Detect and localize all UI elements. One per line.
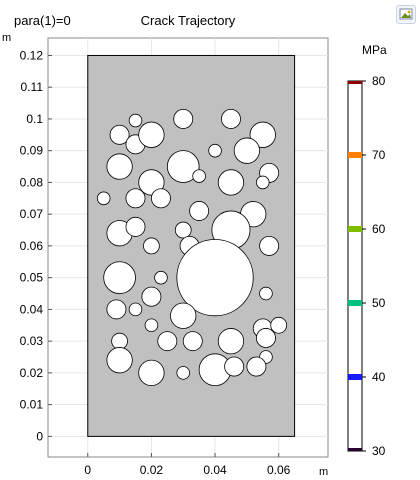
- hole-circle: [158, 332, 177, 351]
- colorbar-tick-label: 40: [372, 370, 386, 384]
- hole-circle: [190, 201, 209, 220]
- colorbar-band: [348, 448, 362, 451]
- x-tick-label: 0.02: [140, 463, 164, 477]
- hole-circle: [256, 328, 275, 347]
- y-axis: 0 0.01 0.02 0.03 0.04 0.05 0.06 0.07 0.08 0.09 0.1…: [20, 48, 52, 443]
- y-tick-label: 0.04: [20, 302, 44, 316]
- hole-circle: [129, 303, 142, 316]
- hole-circle: [143, 238, 159, 254]
- hole-circle: [177, 367, 190, 380]
- colorbar-frame: [348, 81, 362, 451]
- colorbar-tick-label: 80: [372, 74, 386, 88]
- hole-circle: [107, 347, 132, 372]
- y-tick-label: 0.08: [20, 175, 44, 189]
- y-tick-label: 0.11: [21, 80, 44, 94]
- hole-circle: [139, 122, 164, 147]
- x-tick-label: 0.06: [267, 463, 291, 477]
- hole-circle: [107, 300, 126, 319]
- y-tick-label: 0.05: [20, 271, 44, 285]
- colorbar-band: [348, 226, 362, 232]
- colorbar-tick-label: 60: [372, 222, 386, 236]
- hole-circle: [218, 328, 243, 353]
- hole-circle: [112, 333, 128, 349]
- hole-circle: [171, 303, 196, 328]
- y-tick-label: 0.06: [20, 239, 44, 253]
- hole-circle: [193, 170, 206, 183]
- colorbar-tick-label: 30: [372, 444, 386, 458]
- hole-circle: [225, 357, 244, 376]
- x-tick-label: 0: [84, 463, 91, 477]
- hole-circle: [221, 109, 240, 128]
- colorbar-band: [348, 300, 362, 306]
- hole-circle: [155, 271, 168, 284]
- hole-circle: [139, 360, 164, 385]
- y-tick-label: 0.09: [20, 144, 44, 158]
- colorbar-tick-label: 70: [372, 148, 386, 162]
- y-tick-label: 0.02: [20, 366, 44, 380]
- colorbar-band: [348, 81, 362, 84]
- hole-circle: [183, 332, 202, 351]
- colorbar-band: [348, 152, 362, 158]
- y-tick-label: 0.12: [20, 48, 44, 62]
- hole-circle: [142, 287, 161, 306]
- hole-circle: [175, 222, 191, 238]
- colorbar-band: [348, 374, 362, 380]
- colorbar-tick-label: 50: [372, 296, 386, 310]
- hole-circle: [218, 170, 243, 195]
- hole-circle: [104, 262, 136, 294]
- y-tick-label: 0: [36, 429, 43, 443]
- hole-circle: [145, 319, 158, 332]
- hole-circle: [151, 189, 170, 208]
- hole-circle: [97, 192, 110, 205]
- y-tick-label: 0.03: [20, 334, 44, 348]
- hole-circle: [260, 287, 273, 300]
- hole-circle: [260, 236, 279, 255]
- hole-circle: [256, 176, 269, 189]
- hole-circle: [209, 144, 222, 157]
- hole-circle: [271, 317, 287, 333]
- y-tick-label: 0.07: [20, 207, 44, 221]
- y-tick-label: 0.1: [26, 112, 43, 126]
- hole-circle: [234, 138, 259, 163]
- hole-circle: [107, 154, 132, 179]
- hole-circle: [247, 357, 266, 376]
- hole-circle: [174, 109, 193, 128]
- hole-circle: [126, 189, 145, 208]
- hole-circle: [126, 217, 145, 236]
- hole-circle: [129, 114, 142, 127]
- x-tick-label: 0.04: [203, 463, 227, 477]
- y-tick-label: 0.01: [20, 398, 44, 412]
- colorbar: 80 70 60 50 40 30: [348, 74, 386, 458]
